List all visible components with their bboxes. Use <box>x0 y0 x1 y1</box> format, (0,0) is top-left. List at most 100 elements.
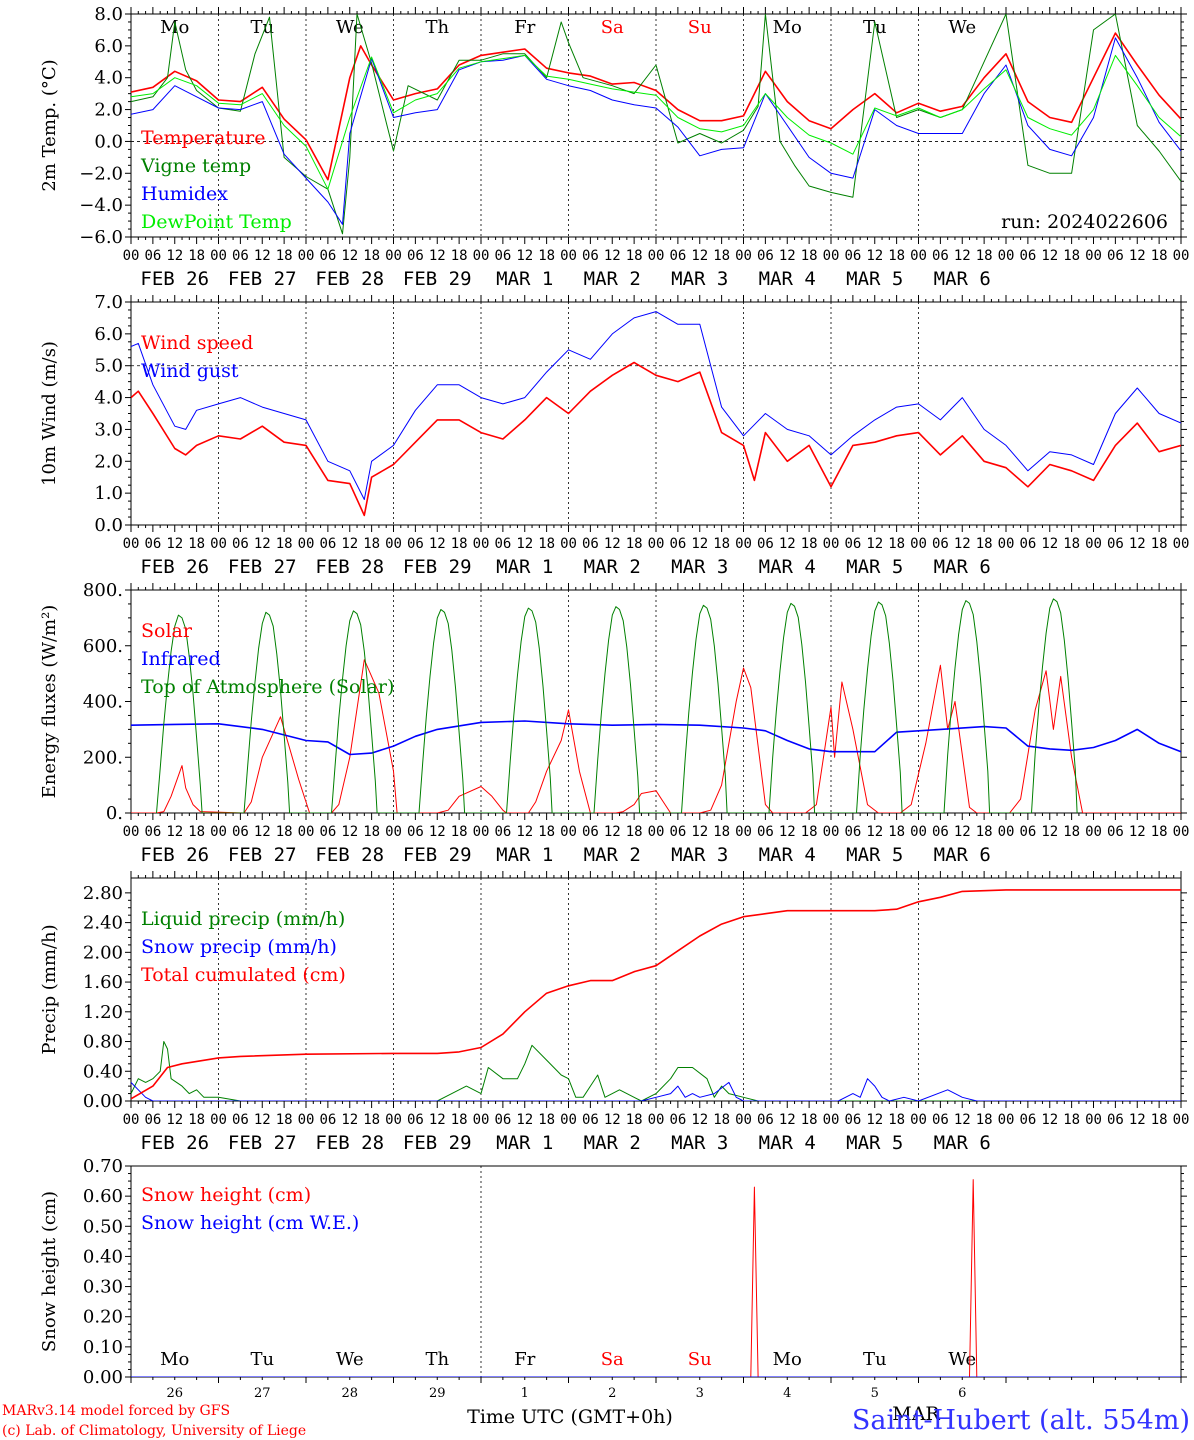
y-tick-label: 6.0 <box>94 324 123 345</box>
hour-label: 00 <box>210 824 227 840</box>
hour-label: 00 <box>385 824 402 840</box>
date-label: MAR 2 <box>584 1132 641 1154</box>
hour-label: 18 <box>538 248 555 264</box>
run-label: run: 2024022606 <box>1001 211 1168 233</box>
date-label: MAR 4 <box>759 1132 816 1154</box>
date-label: MAR 6 <box>934 556 991 578</box>
hour-label: 18 <box>801 248 818 264</box>
hour-label: 00 <box>823 1112 840 1128</box>
hour-label: 12 <box>1041 824 1058 840</box>
hour-label: 18 <box>538 536 555 552</box>
hour-label: 06 <box>669 824 686 840</box>
hour-label: 18 <box>276 248 293 264</box>
hour-label: 06 <box>232 248 249 264</box>
y-tick-label: 0. <box>106 803 123 824</box>
hour-label: 00 <box>1085 1112 1102 1128</box>
hour-label: 06 <box>582 824 599 840</box>
series-snow-precip-mm-h <box>131 1078 1181 1101</box>
hour-label: 00 <box>298 1112 315 1128</box>
day-number: 5 <box>871 1386 879 1401</box>
hour-label: 06 <box>1107 824 1124 840</box>
hour-label: 06 <box>407 536 424 552</box>
date-label: FEB 27 <box>228 556 297 578</box>
hour-label: 00 <box>298 824 315 840</box>
panel-5: 0.00 0.10 0.20 0.30 0.40 0.50 0.60 0.70 Snow hei… <box>39 1156 1187 1401</box>
hour-label: 00 <box>298 536 315 552</box>
legend-entry: Vigne temp <box>140 155 251 177</box>
hour-label: 00 <box>1173 1112 1190 1128</box>
hour-label: 18 <box>976 1112 993 1128</box>
series-snow-height-cm <box>131 1179 1181 1377</box>
hour-label: 00 <box>823 536 840 552</box>
y-tick-label: 5.0 <box>94 356 123 377</box>
date-label: MAR 3 <box>671 268 728 290</box>
date-label: MAR 4 <box>759 844 816 866</box>
date-label: FEB 29 <box>403 268 472 290</box>
hour-label: 12 <box>254 248 271 264</box>
date-label: FEB 28 <box>315 844 384 866</box>
legend-entry: Wind speed <box>141 332 253 354</box>
y-tick-label: 0.20 <box>83 1307 123 1328</box>
day-name: Mo <box>160 1349 189 1370</box>
series-top-of-atmosphere-solar <box>156 598 1078 813</box>
date-label: MAR 2 <box>584 556 641 578</box>
hour-label: 00 <box>123 536 140 552</box>
date-label: FEB 26 <box>140 556 209 578</box>
y-tick-label: 0.70 <box>83 1156 123 1177</box>
hour-label: 06 <box>582 1112 599 1128</box>
date-label: MAR 3 <box>671 556 728 578</box>
hour-label: 00 <box>210 248 227 264</box>
hour-label: 00 <box>560 824 577 840</box>
hour-label: 18 <box>976 248 993 264</box>
y-tick-label: 0.00 <box>83 1367 123 1388</box>
hour-label: 00 <box>1085 824 1102 840</box>
hour-label: 12 <box>166 248 183 264</box>
date-label: FEB 28 <box>315 268 384 290</box>
day-number: 4 <box>783 1386 791 1401</box>
hour-label: 12 <box>866 248 883 264</box>
hour-label: 06 <box>407 1112 424 1128</box>
hour-label: 06 <box>669 536 686 552</box>
hour-label: 18 <box>1151 536 1168 552</box>
date-label: MAR 5 <box>846 1132 903 1154</box>
y-tick-label: 3.0 <box>94 419 123 440</box>
y-tick-label: −2.0 <box>79 163 123 184</box>
series-vigne-temp <box>131 14 1181 235</box>
day-number: 27 <box>254 1386 271 1401</box>
hour-label: 06 <box>844 536 861 552</box>
day-name: Th <box>425 1349 449 1370</box>
day-number: 26 <box>166 1386 183 1401</box>
hour-label: 06 <box>932 824 949 840</box>
legend-entry: Humidex <box>141 183 228 205</box>
hour-label: 18 <box>276 824 293 840</box>
date-label: MAR 4 <box>759 268 816 290</box>
hour-label: 18 <box>626 248 643 264</box>
day-number: 29 <box>429 1386 446 1401</box>
hour-label: 00 <box>560 1112 577 1128</box>
day-name: Mo <box>160 17 189 38</box>
y-tick-label: 2.40 <box>83 913 123 934</box>
hour-label: 12 <box>341 1112 358 1128</box>
y-tick-label: 1.0 <box>94 483 123 504</box>
hour-label: 06 <box>144 536 161 552</box>
hour-label: 18 <box>363 824 380 840</box>
date-label: FEB 29 <box>403 556 472 578</box>
hour-label: 18 <box>888 248 905 264</box>
hour-label: 00 <box>298 248 315 264</box>
hour-label: 00 <box>385 536 402 552</box>
hour-label: 12 <box>254 1112 271 1128</box>
day-name: Sa <box>601 17 624 38</box>
hour-label: 18 <box>538 1112 555 1128</box>
hour-label: 18 <box>1063 1112 1080 1128</box>
hour-label: 00 <box>648 248 665 264</box>
hour-label: 12 <box>516 248 533 264</box>
legend-entry: Snow precip (mm/h) <box>141 936 337 958</box>
y-tick-label: 2.80 <box>83 883 123 904</box>
y-tick-label: 0.00 <box>83 1091 123 1112</box>
hour-label: 12 <box>516 824 533 840</box>
day-name: Tu <box>250 17 274 38</box>
series-wind-gust <box>131 311 1181 500</box>
hour-label: 18 <box>801 1112 818 1128</box>
hour-label: 12 <box>1129 824 1146 840</box>
hour-label: 18 <box>188 536 205 552</box>
